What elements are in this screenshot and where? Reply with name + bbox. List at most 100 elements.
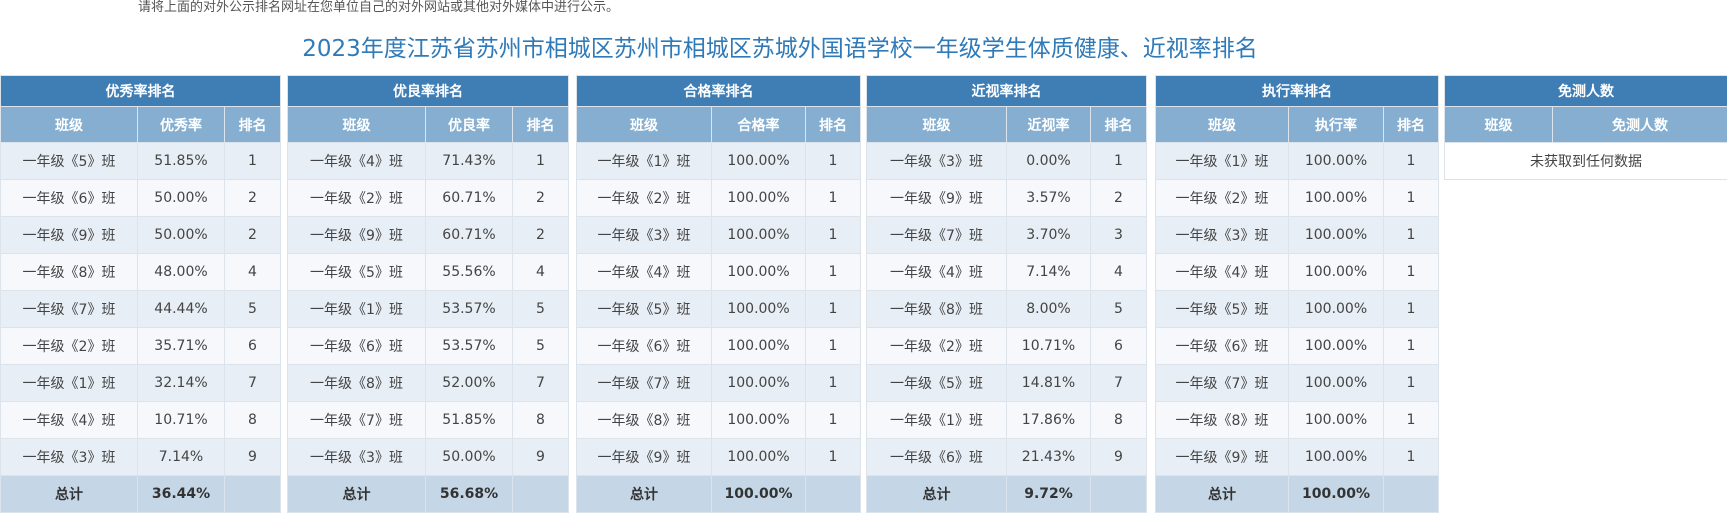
- total-cell: [511, 475, 570, 513]
- table-cell: 一年级《7》班: [1155, 364, 1289, 402]
- column-header[interactable]: 班级: [0, 106, 138, 143]
- column-header[interactable]: 排名: [511, 106, 570, 143]
- table-cell: 一年级《1》班: [287, 290, 426, 328]
- column-header[interactable]: 合格率: [711, 106, 806, 143]
- table-row: 一年级《3》班 0.00% 1: [866, 142, 1148, 180]
- table-row: 一年级《1》班 53.57% 5: [287, 290, 570, 328]
- table-cell: 100.00%: [1288, 216, 1384, 254]
- table-cell: 100.00%: [711, 364, 806, 402]
- table-heading: 执行率排名: [1154, 75, 1440, 107]
- table-cell: 55.56%: [425, 253, 513, 291]
- table-cell: 一年级《6》班: [287, 327, 426, 365]
- ranking-table: 优良率排名 班级 优良率 排名 一年级《4》班 71.43% 1 一年级《2》班 60.71% 2…: [286, 75, 570, 513]
- total-cell: 100.00%: [711, 475, 806, 513]
- total-cell: [1382, 475, 1440, 513]
- table-row: 一年级《7》班 3.70% 3: [866, 216, 1148, 254]
- table-cell: 50.00%: [137, 179, 225, 217]
- total-cell: [1089, 475, 1148, 513]
- table-cell: 一年级《4》班: [287, 142, 426, 180]
- table-cell: 一年级《1》班: [576, 142, 712, 180]
- table-row: 一年级《6》班 53.57% 5: [287, 327, 570, 365]
- table-cell: 1: [223, 142, 282, 180]
- table-cell: 5: [511, 327, 570, 365]
- column-header[interactable]: 排名: [223, 106, 282, 143]
- table-row: 一年级《9》班 3.57% 2: [866, 179, 1148, 217]
- table-cell: 3: [1089, 216, 1148, 254]
- total-row: 总计 36.44%: [0, 475, 282, 513]
- table-cell: 8: [223, 401, 282, 439]
- ranking-table: 优秀率排名 班级 优秀率 排名 一年级《5》班 51.85% 1 一年级《6》班 50.00% 2…: [0, 75, 282, 513]
- table-cell: 9: [223, 438, 282, 476]
- table-cell: 一年级《3》班: [0, 438, 138, 476]
- empty-message: 未获取到任何数据: [1444, 142, 1727, 180]
- column-header[interactable]: 免测人数: [1552, 106, 1727, 143]
- table-cell: 8: [511, 401, 570, 439]
- table-cell: 100.00%: [711, 253, 806, 291]
- table-cell: 100.00%: [1288, 364, 1384, 402]
- table-cell: 21.43%: [1006, 438, 1091, 476]
- exempt-table: 免测人数 班级 免测人数 未获取到任何数据: [1444, 75, 1727, 180]
- table-cell: 一年级《3》班: [576, 216, 712, 254]
- table-row: 一年级《9》班 100.00% 1: [576, 438, 862, 476]
- table-row: 一年级《2》班 10.71% 6: [866, 327, 1148, 365]
- total-cell: 总计: [866, 475, 1007, 513]
- table-row: 一年级《2》班 100.00% 1: [576, 179, 862, 217]
- table-cell: 100.00%: [711, 216, 806, 254]
- column-header[interactable]: 排名: [1382, 106, 1440, 143]
- column-header[interactable]: 班级: [1444, 106, 1553, 143]
- table-cell: 一年级《5》班: [0, 142, 138, 180]
- table-cell: 71.43%: [425, 142, 513, 180]
- total-row: 总计 9.72%: [866, 475, 1148, 513]
- column-header[interactable]: 排名: [804, 106, 862, 143]
- column-header[interactable]: 排名: [1089, 106, 1148, 143]
- table-cell: 10.71%: [137, 401, 225, 439]
- column-header[interactable]: 执行率: [1288, 106, 1384, 143]
- table-cell: 0.00%: [1006, 142, 1091, 180]
- table-cell: 2: [511, 179, 570, 217]
- total-row: 总计 56.68%: [287, 475, 570, 513]
- table-cell: 100.00%: [1288, 327, 1384, 365]
- table-cell: 1: [1382, 327, 1440, 365]
- table-cell: 100.00%: [711, 179, 806, 217]
- table-row: 一年级《4》班 71.43% 1: [287, 142, 570, 180]
- table-cell: 100.00%: [1288, 290, 1384, 328]
- table-cell: 一年级《5》班: [576, 290, 712, 328]
- table-cell: 60.71%: [425, 216, 513, 254]
- column-header[interactable]: 优秀率: [137, 106, 225, 143]
- table-row: 一年级《8》班 100.00% 1: [1155, 401, 1440, 439]
- table-cell: 9: [511, 438, 570, 476]
- table-cell: 8.00%: [1006, 290, 1091, 328]
- table-cell: 1: [804, 290, 862, 328]
- column-header[interactable]: 班级: [866, 106, 1007, 143]
- table-cell: 7.14%: [137, 438, 225, 476]
- column-header[interactable]: 班级: [287, 106, 426, 143]
- table-cell: 2: [1089, 179, 1148, 217]
- table-cell: 6: [223, 327, 282, 365]
- column-header[interactable]: 班级: [1155, 106, 1289, 143]
- table-row: 一年级《5》班 51.85% 1: [0, 142, 282, 180]
- table-row: 一年级《1》班 100.00% 1: [576, 142, 862, 180]
- table-heading: 免测人数: [1444, 75, 1727, 107]
- table-row: 一年级《5》班 100.00% 1: [576, 290, 862, 328]
- column-header[interactable]: 近视率: [1006, 106, 1091, 143]
- table-cell: 一年级《8》班: [576, 401, 712, 439]
- column-header[interactable]: 优良率: [425, 106, 513, 143]
- table-cell: 100.00%: [1288, 401, 1384, 439]
- table-cell: 1: [804, 142, 862, 180]
- table-cell: 53.57%: [425, 327, 513, 365]
- table-cell: 一年级《8》班: [1155, 401, 1289, 439]
- table-row: 一年级《3》班 100.00% 1: [1155, 216, 1440, 254]
- ranking-panel: 优良率排名 班级 优良率 排名 一年级《4》班 71.43% 1 一年级《2》班 60.71% 2…: [286, 75, 570, 513]
- table-cell: 1: [1382, 290, 1440, 328]
- table-cell: 一年级《5》班: [866, 364, 1007, 402]
- table-cell: 8: [1089, 401, 1148, 439]
- table-cell: 100.00%: [711, 290, 806, 328]
- table-cell: 一年级《5》班: [287, 253, 426, 291]
- table-cell: 一年级《6》班: [866, 438, 1007, 476]
- table-row: 一年级《9》班 50.00% 2: [0, 216, 282, 254]
- column-header[interactable]: 班级: [576, 106, 712, 143]
- table-cell: 一年级《1》班: [1155, 142, 1289, 180]
- table-row: 一年级《7》班 100.00% 1: [576, 364, 862, 402]
- table-cell: 100.00%: [1288, 438, 1384, 476]
- ranking-panel: 优秀率排名 班级 优秀率 排名 一年级《5》班 51.85% 1 一年级《6》班 50.00% 2…: [0, 75, 282, 513]
